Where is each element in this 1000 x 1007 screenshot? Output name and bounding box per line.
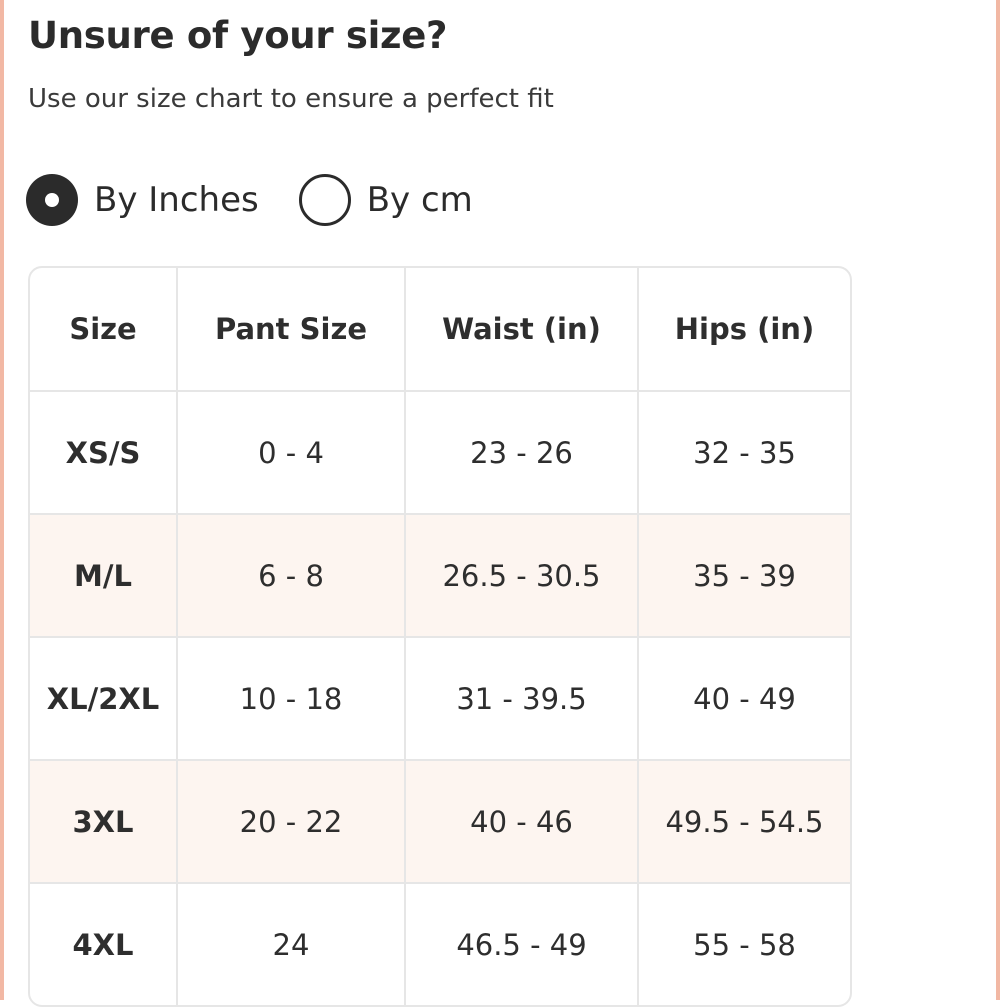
radio-by-cm[interactable]: By cm bbox=[298, 174, 473, 226]
cell-hips: 55 - 58 bbox=[637, 884, 850, 1005]
header-size: Size bbox=[69, 312, 137, 346]
size-chart-table: Size Pant Size Waist (in) Hips (in) XS/S… bbox=[28, 266, 852, 1007]
radio-label: By cm bbox=[366, 180, 473, 220]
cell-waist: 31 - 39.5 bbox=[404, 638, 637, 759]
unit-radio-group: By Inches By cm bbox=[26, 174, 513, 226]
cell-pant-size: 24 bbox=[176, 884, 404, 1005]
header-hips: Hips (in) bbox=[637, 268, 850, 390]
cell-waist: 23 - 26 bbox=[404, 392, 637, 513]
right-edge-border bbox=[996, 0, 1000, 1000]
radio-unselected-icon[interactable] bbox=[298, 174, 351, 226]
cell-waist: 46.5 - 49 bbox=[404, 884, 637, 1005]
header-pant-size: Pant Size bbox=[176, 268, 404, 390]
cell-hips: 49.5 - 54.5 bbox=[637, 761, 850, 882]
page-subtitle: Use our size chart to ensure a perfect f… bbox=[28, 84, 554, 114]
cell-waist: 40 - 46 bbox=[404, 761, 637, 882]
cell-size: 4XL bbox=[72, 927, 134, 962]
cell-hips: 35 - 39 bbox=[637, 515, 850, 636]
table-row: 3XL 20 - 22 40 - 46 49.5 - 54.5 bbox=[30, 759, 850, 882]
radio-by-inches[interactable]: By Inches bbox=[26, 174, 259, 226]
cell-waist: 26.5 - 30.5 bbox=[404, 515, 637, 636]
cell-size: XS/S bbox=[65, 435, 141, 470]
cell-size: 3XL bbox=[72, 804, 134, 839]
cell-hips: 40 - 49 bbox=[637, 638, 850, 759]
radio-selected-icon[interactable] bbox=[26, 174, 78, 226]
table-row: M/L 6 - 8 26.5 - 30.5 35 - 39 bbox=[30, 513, 850, 636]
header-waist: Waist (in) bbox=[404, 268, 637, 390]
table-row: 4XL 24 46.5 - 49 55 - 58 bbox=[30, 882, 850, 1005]
left-edge-border bbox=[0, 0, 4, 1000]
page-title: Unsure of your size? bbox=[28, 14, 448, 57]
table-row: XS/S 0 - 4 23 - 26 32 - 35 bbox=[30, 390, 850, 513]
table-row: XL/2XL 10 - 18 31 - 39.5 40 - 49 bbox=[30, 636, 850, 759]
cell-pant-size: 20 - 22 bbox=[176, 761, 404, 882]
cell-pant-size: 6 - 8 bbox=[176, 515, 404, 636]
radio-label: By Inches bbox=[94, 180, 259, 220]
cell-size: M/L bbox=[74, 558, 132, 593]
cell-pant-size: 0 - 4 bbox=[176, 392, 404, 513]
cell-size: XL/2XL bbox=[46, 681, 160, 716]
cell-pant-size: 10 - 18 bbox=[176, 638, 404, 759]
table-header-row: Size Pant Size Waist (in) Hips (in) bbox=[30, 268, 850, 390]
cell-hips: 32 - 35 bbox=[637, 392, 850, 513]
